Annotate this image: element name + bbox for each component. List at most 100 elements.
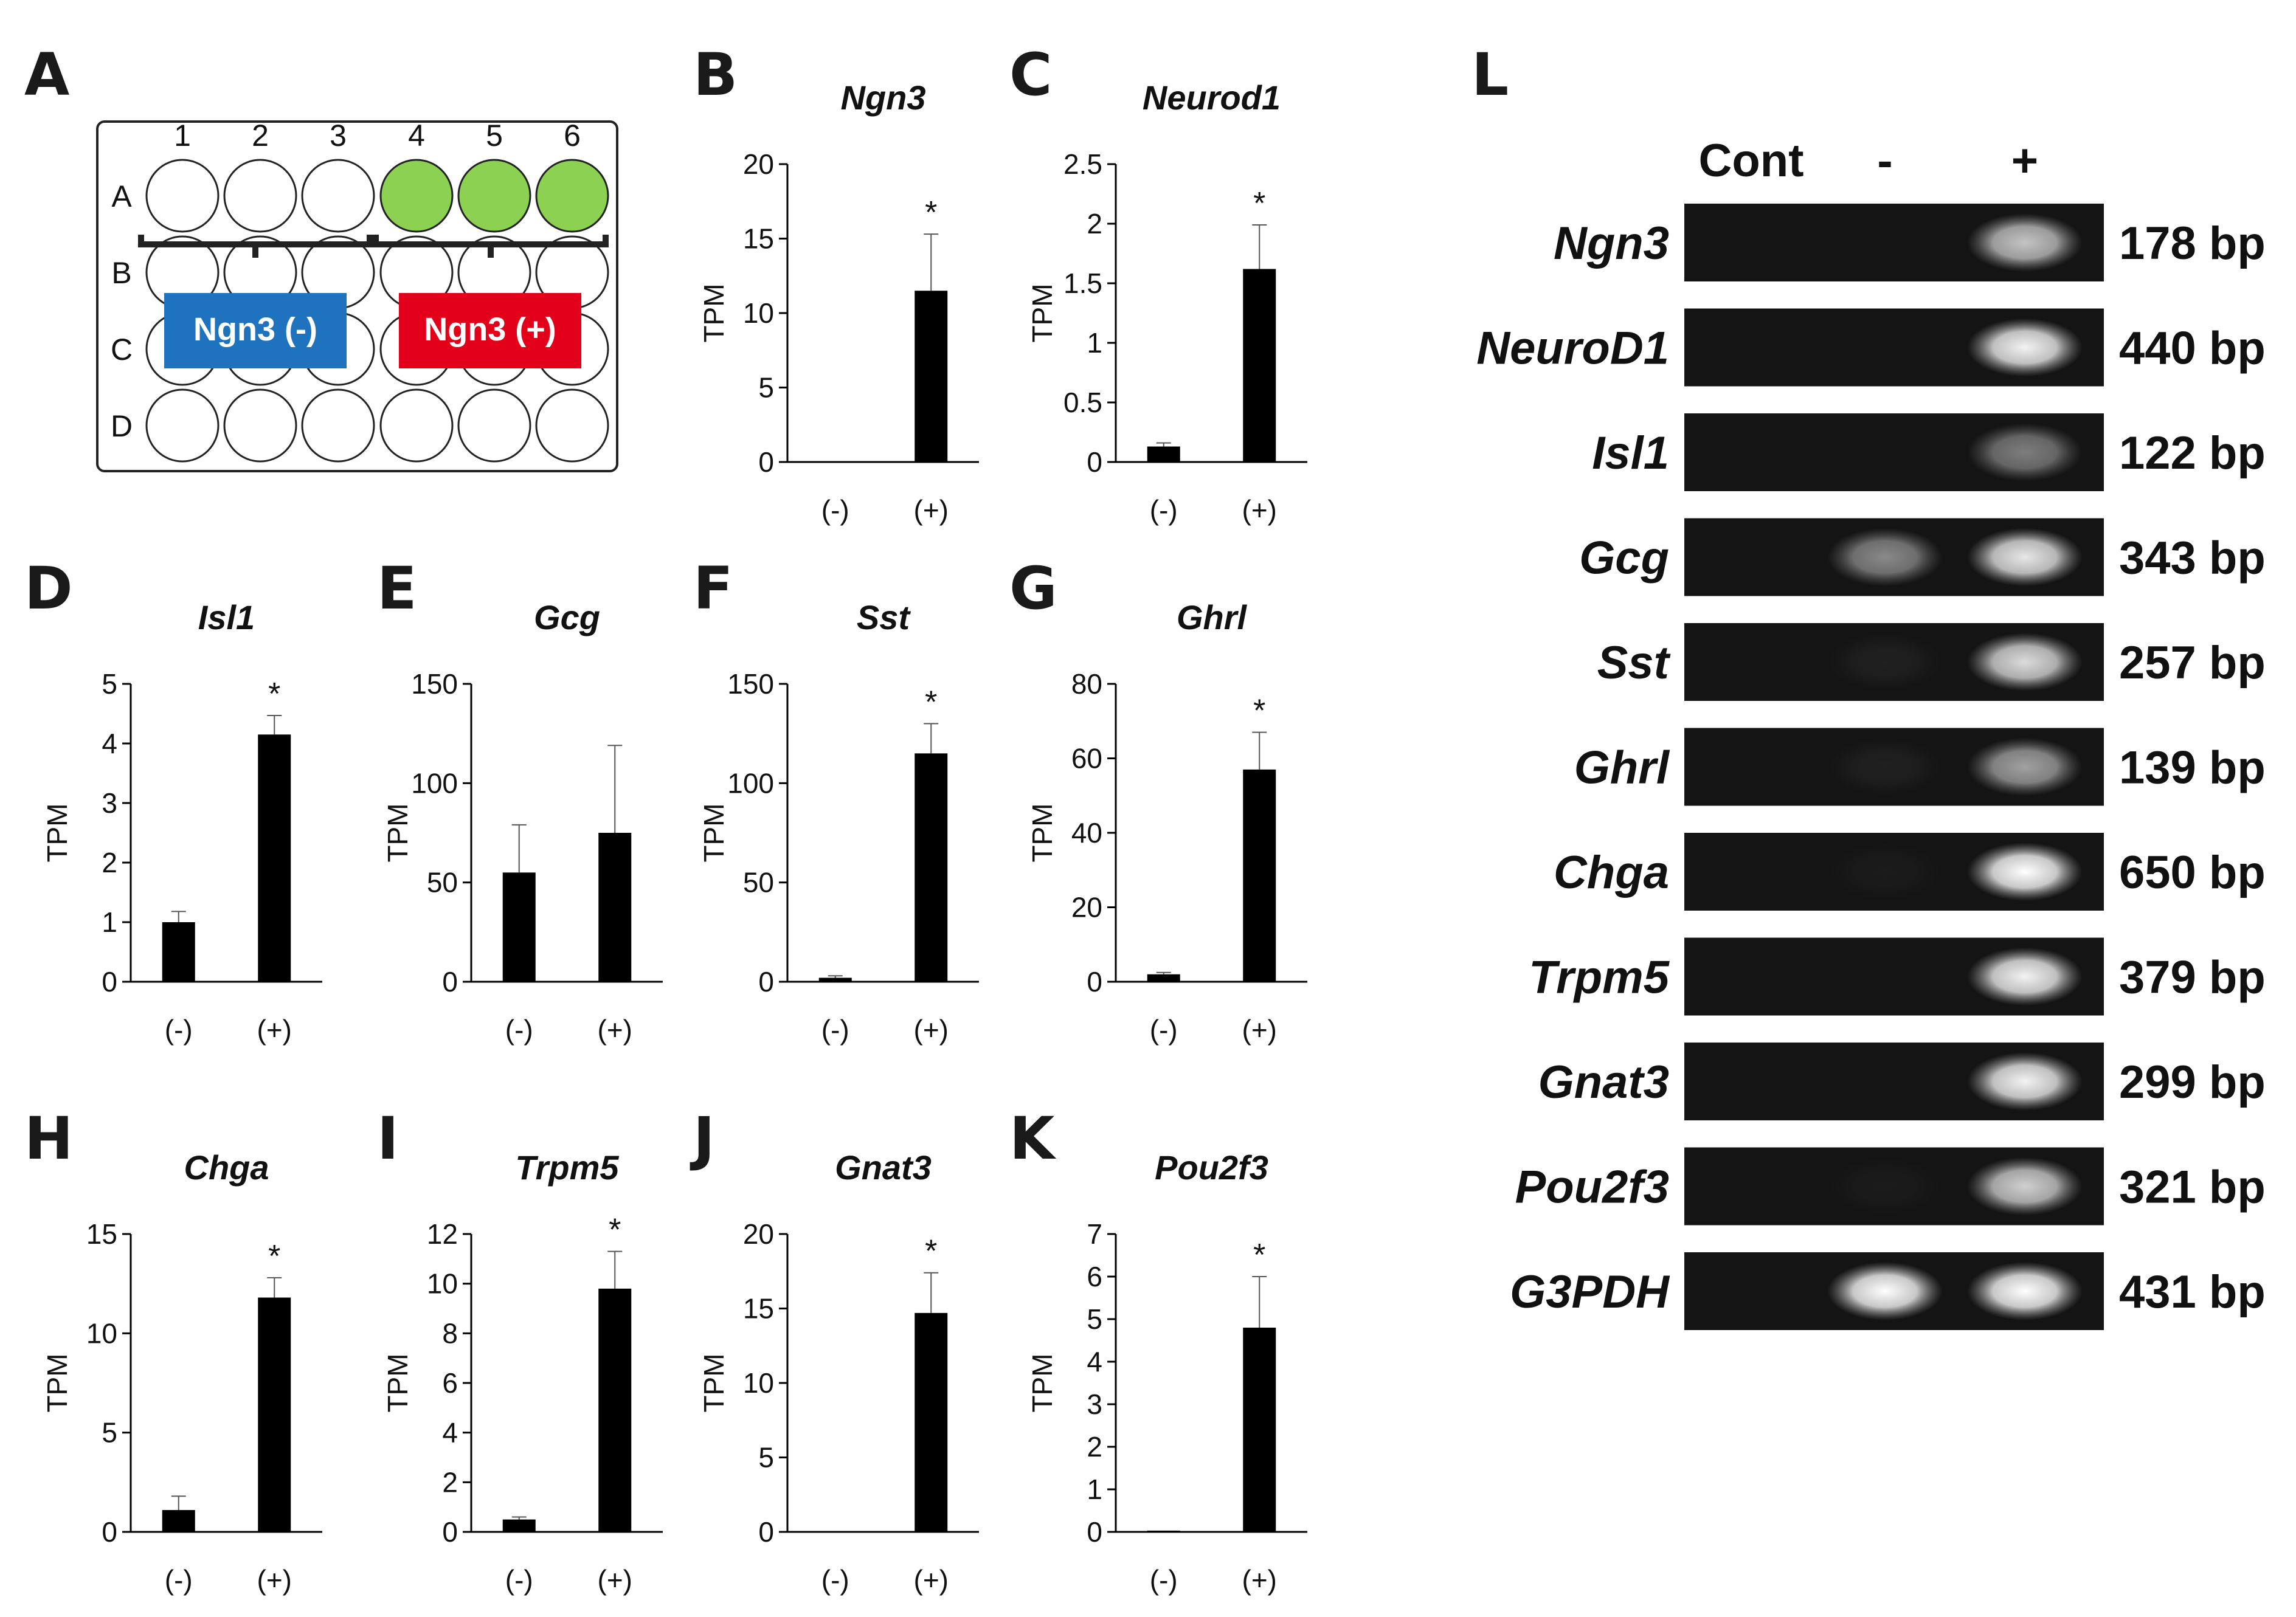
chart-title: Sst [857,598,911,636]
panel-letter-d: D [24,554,73,622]
plate-row-label: C [111,333,133,367]
gel-band [1827,843,1943,901]
bar [818,461,852,462]
gel-band [1827,528,1943,587]
bar [1243,769,1276,982]
y-tick-label: 0 [442,1516,458,1548]
panel-letter-i: I [377,1105,399,1173]
y-axis-label: TPM [1026,283,1058,342]
gel-gene-label: Trpm5 [1529,952,1670,1004]
panel-letter-g: G [1009,554,1057,622]
gel-lane-header-plus: + [2011,135,2038,187]
chart-neurod1: Neurod1 TPM 0 0.5 1 1.5 2 2.5 (-) * (+) [1026,78,1307,526]
y-tick-label: 0 [758,446,774,478]
bar [598,833,632,982]
bar [258,1297,291,1532]
gel-band [1827,1262,1943,1320]
y-tick-label: 4 [102,728,117,759]
gel-gene-label: Gnat3 [1538,1057,1669,1108]
plate-row-label: A [111,179,132,213]
y-tick-label: 4 [1087,1346,1102,1377]
x-category-label: (-) [821,494,849,526]
y-axis-label: TPM [41,1353,73,1412]
gel-size-label: 343 bp [2119,533,2266,584]
panel-letter-b: B [693,41,738,109]
plate-column-label: 1 [174,119,191,153]
gel-band [1967,1157,2083,1216]
well-plate-diagram: 1 2 3 4 5 6 A B C D Ngn3 (-) Ngn3 (+) [96,119,618,472]
x-category-label: (+) [914,494,949,526]
plate-column-label: 2 [252,119,269,153]
chart-title: Ngn3 [841,78,926,117]
gel-size-label: 139 bp [2119,742,2266,794]
x-category-label: (-) [1150,494,1178,526]
y-tick-label: 0 [102,966,117,998]
gel-band [1967,318,2083,377]
well-green [535,159,609,233]
gel-band [1967,1262,2083,1320]
y-tick-label: 1.5 [1063,267,1102,299]
y-tick-label: 10 [743,1367,774,1399]
y-tick-label: 1 [1087,1474,1102,1505]
bar [1243,269,1276,462]
x-category-label: (+) [257,1014,292,1046]
y-tick-label: 1 [102,906,117,938]
gel-band [1827,1157,1943,1216]
y-axis-label: TPM [382,1353,413,1412]
bar [915,291,948,462]
chart-gcg: Gcg TPM 0 50 100 150 (-) (+) [382,598,663,1046]
y-tick-label: 5 [758,1442,774,1474]
panel-letter-h: H [24,1105,74,1173]
chart-title: Ghrl [1177,598,1248,636]
y-tick-label: 0 [1087,446,1102,478]
x-category-label: (+) [1242,1564,1278,1596]
y-tick-label: 0 [102,1516,117,1548]
y-tick-label: 15 [86,1218,117,1250]
chart-title: Pou2f3 [1155,1148,1268,1187]
bar [915,753,948,982]
x-category-label: (-) [1150,1014,1178,1046]
bar [1147,446,1180,462]
significance-star: * [1253,1238,1265,1273]
panel-letter-j: J [693,1105,715,1173]
y-tick-label: 20 [743,1218,774,1250]
y-axis-label: TPM [382,803,413,862]
x-category-label: (+) [1242,494,1278,526]
well [223,159,297,233]
chart-isl1: Isl1 TPM 0 1 2 3 4 5 (-) * (+) [41,598,322,1046]
gel-band [1967,213,2083,272]
y-tick-label: 20 [1071,892,1102,923]
well [379,388,454,463]
significance-star: * [609,1213,621,1248]
y-tick-label: 15 [743,223,774,255]
gel-band [1967,947,2083,1006]
gel-band [1967,423,2083,481]
gel-lane-header-cont: Cont [1698,135,1803,187]
x-category-label: (+) [598,1014,633,1046]
y-axis-label: TPM [1026,1353,1058,1412]
chart-title: Gnat3 [835,1148,932,1187]
bar [502,1519,536,1532]
plate-column-label: 5 [486,119,503,153]
y-tick-label: 0 [1087,1516,1102,1548]
gel-size-label: 299 bp [2119,1057,2266,1108]
y-tick-label: 8 [442,1317,458,1349]
gel-size-label: 431 bp [2119,1266,2266,1318]
y-tick-label: 0 [758,966,774,998]
y-axis-label: TPM [698,283,730,342]
gel-size-label: 321 bp [2119,1162,2266,1213]
gel-gene-label: Ngn3 [1554,218,1669,269]
x-category-label: (+) [598,1564,633,1596]
chart-chga: Chga TPM 0 5 10 15 (-) * (+) [41,1148,322,1596]
gel-band [1967,737,2083,796]
x-category-label: (+) [1242,1014,1278,1046]
plate-column-label: 3 [330,119,347,153]
y-tick-label: 60 [1071,743,1102,774]
y-tick-label: 50 [743,867,774,898]
gel-size-label: 379 bp [2119,952,2266,1004]
y-tick-label: 100 [411,767,458,799]
gel-band [1827,633,1943,691]
y-axis-label: TPM [41,803,73,862]
plate-column-label: 6 [564,119,581,153]
group-bracket [373,235,609,258]
